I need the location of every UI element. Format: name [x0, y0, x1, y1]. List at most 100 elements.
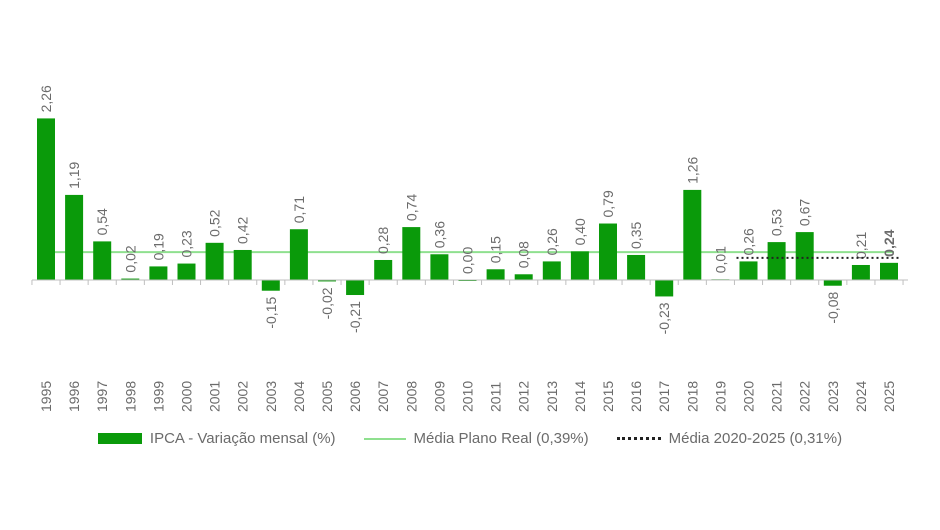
data-label-2014: 0,40: [572, 218, 588, 245]
data-label-1995: 2,26: [38, 85, 54, 112]
bar-1999: [149, 266, 168, 280]
bar-1995: [37, 118, 55, 280]
legend-item-media-plano-real: Média Plano Real (0,39%): [363, 430, 589, 447]
legend-item-ipca: IPCA - Variação mensal (%): [97, 430, 336, 447]
data-label-2024: 0,21: [853, 232, 869, 259]
data-label-2001: 0,52: [207, 209, 223, 236]
legend-swatch-bar: [97, 433, 142, 444]
x-tick-label-2017: 2017: [656, 381, 672, 412]
data-label-2004: 0,71: [291, 196, 307, 223]
x-tick-label-2003: 2003: [263, 381, 279, 412]
data-label-2005: -0,02: [319, 287, 335, 319]
data-label-2017: -0,23: [656, 302, 672, 334]
x-tick-label-2019: 2019: [712, 381, 728, 412]
x-tick-label-2002: 2002: [235, 381, 251, 412]
x-tick-label-2007: 2007: [375, 381, 391, 412]
data-label-2008: 0,74: [403, 194, 419, 221]
data-label-2019: 0,01: [712, 246, 728, 273]
x-tick-label-2013: 2013: [544, 381, 560, 412]
x-tick-label-1997: 1997: [94, 381, 110, 412]
data-label-2007: 0,28: [375, 227, 391, 254]
x-tick-label-2006: 2006: [347, 381, 363, 412]
x-tick-label-2009: 2009: [431, 381, 447, 412]
legend-swatch-line: [363, 437, 406, 440]
x-tick-label-2024: 2024: [853, 381, 869, 412]
bar-1997: [93, 241, 112, 280]
legend-label-ipca: IPCA - Variação mensal (%): [149, 430, 336, 447]
bar-2014: [570, 251, 589, 280]
data-label-2023: -0,08: [825, 292, 841, 324]
legend-label-media-plano-real: Média Plano Real (0,39%): [413, 430, 589, 447]
legend-swatch-dotted: [616, 437, 661, 440]
bar-2006: [346, 280, 365, 296]
x-tick-label-2020: 2020: [741, 381, 757, 412]
data-label-2011: 0,15: [488, 236, 504, 263]
x-tick-label-1998: 1998: [122, 381, 138, 412]
bar-2017: [655, 280, 674, 297]
bar-2018: [683, 189, 702, 280]
x-tick-label-1999: 1999: [150, 381, 166, 412]
bar-2024: [851, 264, 870, 280]
bar-2002: [233, 249, 252, 280]
legend-item-media-2020-2025: Média 2020-2025 (0,31%): [616, 430, 843, 447]
data-label-2012: 0,08: [516, 241, 532, 268]
bar-chart: 2,26 1995 1,19 1996 0,54 1997 0,02 1998 0,19 1999…: [31, 85, 908, 412]
x-tick-label-2018: 2018: [684, 381, 700, 412]
x-tick-label-2014: 2014: [572, 381, 588, 412]
bar-2021: [767, 242, 786, 280]
x-tick-label-2022: 2022: [797, 381, 813, 412]
bar-1998: [121, 278, 140, 280]
data-label-2003: -0,15: [263, 297, 279, 329]
bar-2005: [318, 280, 336, 282]
x-tick-label-2001: 2001: [207, 381, 223, 412]
data-label-1999: 0,19: [150, 233, 166, 260]
bar-2025: [880, 262, 898, 280]
data-label-2010: 0,00: [460, 247, 476, 274]
bar-2008: [402, 227, 421, 280]
data-label-2006: -0,21: [347, 301, 363, 333]
data-label-2016: 0,35: [628, 222, 644, 249]
data-label-2000: 0,23: [179, 230, 195, 257]
x-tick-label-2025: 2025: [881, 381, 897, 412]
bar-2022: [795, 232, 814, 280]
data-label-2021: 0,53: [769, 209, 785, 236]
data-label-1997: 0,54: [94, 208, 110, 235]
x-tick-label-2012: 2012: [516, 381, 532, 412]
legend: IPCA - Variação mensal (%) Média Plano R…: [0, 430, 940, 447]
bar-2011: [486, 269, 505, 280]
data-label-2018: 1,26: [684, 156, 700, 183]
bar-2004: [289, 229, 308, 280]
bar-2016: [627, 254, 646, 280]
bar-2023: [823, 280, 842, 286]
data-label-2025: 0,24: [881, 229, 897, 256]
bar-2012: [514, 274, 533, 280]
data-label-2015: 0,79: [600, 190, 616, 217]
x-tick-label-2016: 2016: [628, 381, 644, 412]
data-label-2002: 0,42: [235, 217, 251, 244]
x-tick-label-1995: 1995: [38, 381, 54, 412]
data-label-2020: 0,26: [741, 228, 757, 255]
bar-2009: [430, 254, 449, 280]
data-label-2022: 0,67: [797, 199, 813, 226]
data-label-2013: 0,26: [544, 228, 560, 255]
bar-2001: [205, 242, 224, 280]
bar-2015: [599, 223, 617, 280]
x-tick-label-2011: 2011: [488, 382, 504, 412]
x-tick-label-2000: 2000: [179, 381, 195, 412]
x-tick-label-2004: 2004: [291, 381, 307, 412]
bar-2013: [542, 261, 561, 280]
x-tick-label-2005: 2005: [319, 381, 335, 412]
data-label-1998: 0,02: [122, 245, 138, 272]
x-tick-label-2021: 2021: [769, 381, 785, 412]
bar-2007: [374, 259, 393, 280]
data-label-1996: 1,19: [66, 161, 82, 188]
x-tick-label-2010: 2010: [460, 381, 476, 412]
bar-2000: [177, 263, 196, 280]
x-tick-label-2015: 2015: [600, 381, 616, 412]
bar-1996: [65, 194, 84, 280]
legend-label-media-2020-2025: Média 2020-2025 (0,31%): [668, 430, 843, 447]
bar-2020: [739, 261, 758, 280]
x-tick-label-1996: 1996: [66, 381, 82, 412]
data-label-2009: 0,36: [431, 221, 447, 248]
